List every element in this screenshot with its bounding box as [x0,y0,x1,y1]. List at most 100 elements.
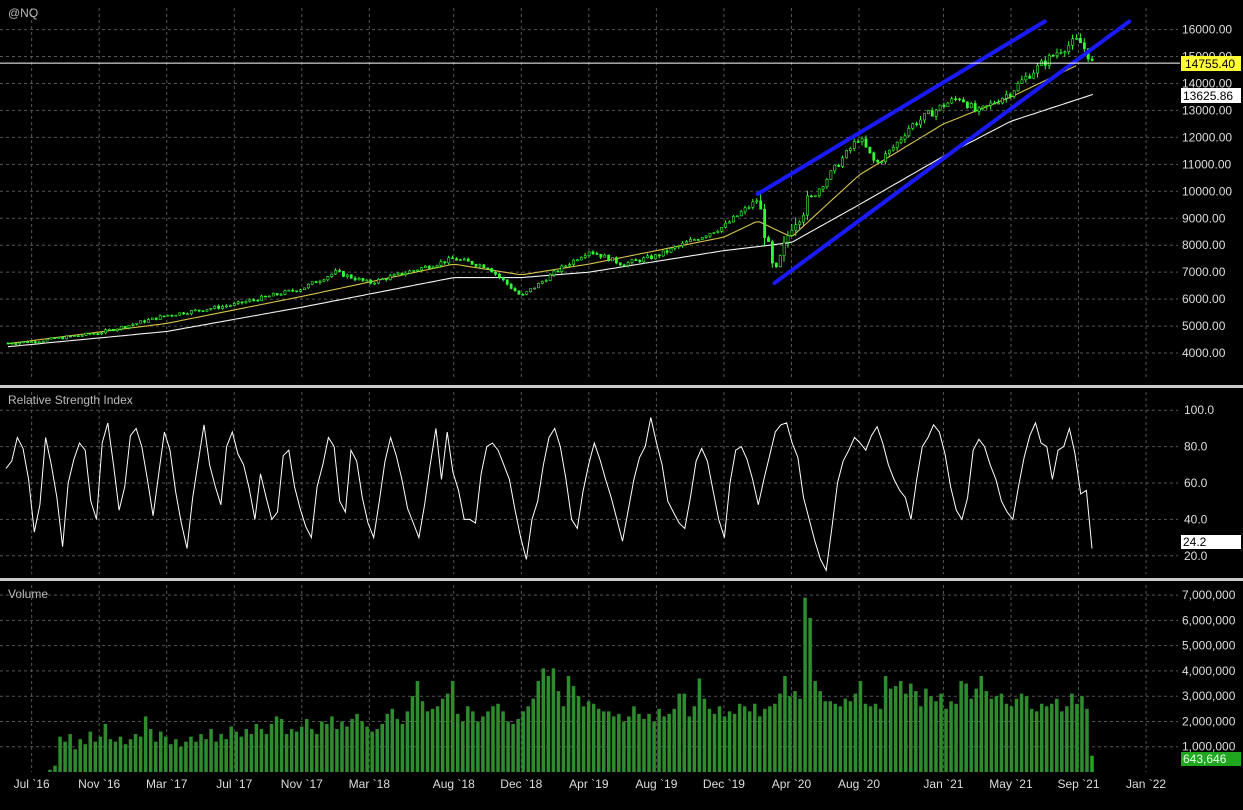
candle-body [1028,75,1032,79]
candle-body [353,277,357,281]
panel-divider-2[interactable] [0,578,1243,581]
candle-body [256,299,260,302]
volume-panel[interactable]: Volume 7,000,000 6,000,000 5,000,000 4,000,… [8,587,1241,772]
volume-tick-label: 1,000,000 [1182,740,1236,754]
candle-body [357,278,361,281]
candle-body [954,98,958,101]
volume-bar [435,706,440,772]
candle-body [408,270,412,274]
volume-bar [687,716,692,772]
price-tick-label: 9000.00 [1182,211,1226,225]
volume-bar [1014,698,1019,772]
candle-body [708,233,712,237]
chart-grid [0,8,1178,772]
candle-body [813,195,817,198]
candle-body [977,107,981,112]
volume-bar [929,696,933,772]
candle-body [630,259,634,263]
volume-bar [284,734,289,772]
candle-body [439,261,443,266]
volume-bar [984,691,989,772]
candle-body [119,326,123,330]
volume-bar [909,683,913,772]
candle-body [513,288,517,292]
candle-body [650,255,653,260]
volume-bar [128,739,133,772]
volume-bar [365,726,369,772]
volume-bar [199,734,203,772]
candle-body [521,293,525,296]
volume-bar [717,706,722,772]
candle-body [84,332,88,336]
volume-bar [863,703,868,772]
rsi-line [5,417,1093,573]
candle-body [498,273,501,278]
volume-bar [486,711,490,772]
volume-bar [133,734,138,772]
candle-body [926,110,930,114]
sma-badge [1181,88,1241,103]
candle-body [841,157,845,167]
candle-body [771,241,774,264]
volume-bar [949,701,953,772]
candle-body [217,305,221,309]
candle-body [891,147,895,151]
volume-bar [415,681,420,772]
volume-bar [1085,708,1089,772]
candle-body [696,239,700,241]
candle-body [466,258,470,262]
candle-body [197,309,201,312]
volume-bar [103,723,108,772]
candle-body [349,274,353,279]
volume-bar [551,668,556,772]
candle-body [810,195,813,198]
volume-bar [476,721,480,772]
candle-body [1008,94,1012,97]
candle-body [763,208,767,238]
candle-body [131,323,135,326]
x-tick-label: Dec `18 [500,777,542,791]
rsi-tick-label: 60.0 [1184,476,1208,490]
volume-bar [294,731,299,772]
volume-bar [662,716,666,772]
volume-bar [828,701,833,772]
candle-body [868,146,872,154]
volume-bar [843,698,848,772]
candle-body [412,270,416,272]
candle-body [587,251,591,256]
panel-divider-1[interactable] [0,385,1243,388]
candle-body [474,263,478,267]
x-tick-label: Sep `21 [1057,777,1099,791]
candle-body [478,264,482,267]
candle-body [96,333,100,335]
volume-bar [1065,706,1069,772]
candle-body [798,221,802,225]
candle-body [65,335,68,340]
candle-body [618,262,622,266]
candle-body [595,253,599,255]
volume-bar [591,703,596,772]
volume-bar [440,698,445,772]
price-tick-label: 12000.00 [1182,130,1232,144]
candle-body [205,309,209,312]
candle-body [806,195,809,216]
candle-body [201,310,205,312]
price-panel[interactable]: @NQ 16000.00 14000.00 13000.00 12000.00 1100… [0,6,1241,360]
rsi-panel[interactable]: Relative Strength Index 100.0 80.0 60.0 40.… [5,393,1241,573]
candle-body [209,308,213,310]
volume-bar [53,765,57,772]
candle-body [1071,38,1075,46]
candle-body [946,102,950,107]
candle-body [1059,52,1063,54]
candle-body [923,113,926,121]
volume-bar [335,729,339,772]
volume-bar [556,691,561,772]
price-tick-label: 5000.00 [1182,319,1226,333]
volume-bar [627,716,631,772]
volume-bar [848,701,853,772]
rsi-tick-label: 40.0 [1184,512,1208,526]
volume-bar [742,706,747,772]
volume-bar [73,749,77,772]
volume-bar [939,693,943,772]
candle-body [615,257,618,264]
